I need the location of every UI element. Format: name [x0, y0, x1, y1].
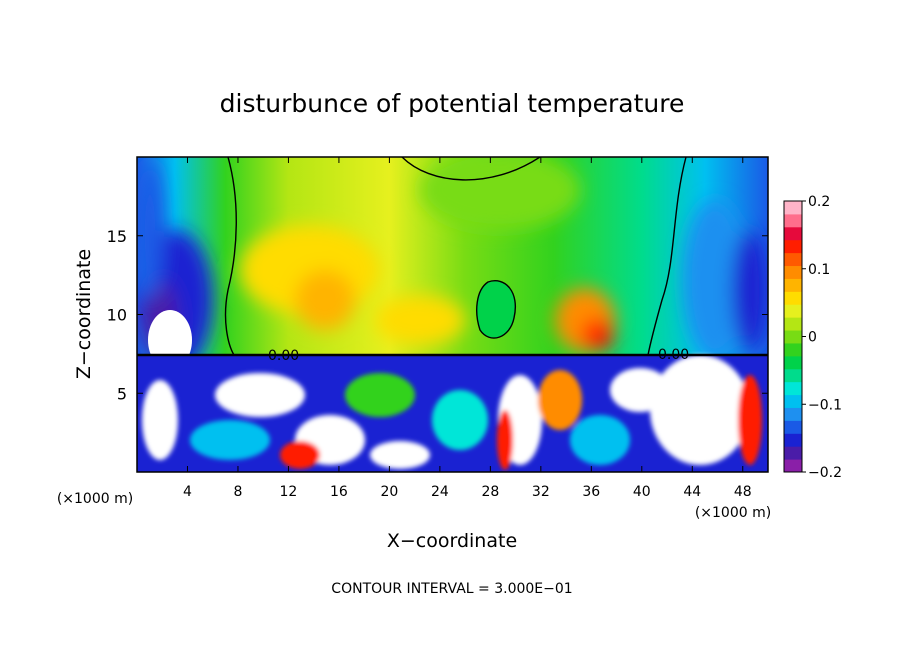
x-tick-label: 28 [481, 484, 499, 500]
x-unit-label: (×1000 m) [695, 505, 771, 521]
colorbar-tick-label: 0.2 [808, 194, 830, 210]
colorbar-swatch [784, 252, 802, 267]
chart-title: disturbunce of potential temperature [220, 89, 685, 118]
zero-contour-center [476, 280, 516, 339]
colorbar-swatch [784, 239, 802, 254]
colorbar-swatch [784, 226, 802, 241]
x-tick-label: 32 [532, 484, 550, 500]
colorbar-swatch [784, 459, 802, 473]
colorbar-swatch [784, 368, 802, 383]
x-axis: 4 8 12 16 20 24 28 32 36 40 44 48 [183, 157, 752, 500]
colorbar-tick-label: 0.1 [808, 262, 830, 278]
colorbar-swatch [784, 433, 802, 447]
x-tick-label: 4 [183, 484, 192, 500]
x-tick-label: 20 [380, 484, 398, 500]
colorbar-swatch [784, 394, 802, 408]
upper-field-blobs [137, 157, 768, 370]
colorbar-swatch [784, 291, 802, 305]
colorbar-tick-label: −0.2 [808, 465, 842, 481]
colorbar-tick-label: −0.1 [808, 397, 842, 413]
x-tick-label: 24 [431, 484, 449, 500]
lower-field-turbulence [142, 355, 762, 470]
colorbar-swatch [784, 304, 802, 318]
contour-interval: CONTOUR INTERVAL = 3.000E−01 [331, 581, 572, 597]
colorbar-swatch [784, 201, 802, 215]
colorbar-swatch [784, 265, 802, 279]
y-tick-label: 15 [107, 227, 127, 246]
y-axis-label: Z−coordinate [73, 249, 95, 379]
zero-contour-right [647, 157, 687, 356]
y-tick-label: 5 [117, 384, 127, 403]
x-tick-label: 12 [280, 484, 298, 500]
colorbar-swatch [784, 446, 802, 460]
zero-contour-left [224, 157, 237, 356]
x-tick-label: 44 [683, 484, 701, 500]
y-tick-label: 10 [107, 306, 127, 325]
x-axis-label: X−coordinate [387, 530, 517, 552]
colorbar-swatch [784, 278, 802, 292]
colorbar-swatch [784, 407, 802, 421]
colorbar-swatch [784, 342, 802, 357]
colorbar-swatch [784, 330, 802, 344]
z-unit-label: (×1000 m) [57, 491, 133, 507]
x-tick-label: 16 [330, 484, 348, 500]
colorbar-swatch [784, 213, 802, 228]
x-tick-label: 36 [582, 484, 600, 500]
x-tick-label: 40 [633, 484, 651, 500]
x-tick-label: 8 [233, 484, 242, 500]
colorbar-swatch [784, 420, 802, 434]
y-axis: 5 10 15 [107, 227, 768, 403]
zero-contour-top [401, 157, 541, 181]
colorbar: 0.2 0.1 0 −0.1 −0.2 [783, 194, 842, 481]
colorbar-swatch [784, 381, 802, 396]
colorbar-tick-label: 0 [808, 330, 817, 346]
colorbar-swatch [784, 355, 802, 370]
colorbar-swatch [784, 317, 802, 331]
contour-label-right: 0.00 [658, 347, 689, 363]
x-tick-label: 48 [734, 484, 752, 500]
contour-label-left: 0.00 [268, 348, 299, 364]
plot-area [137, 157, 768, 472]
